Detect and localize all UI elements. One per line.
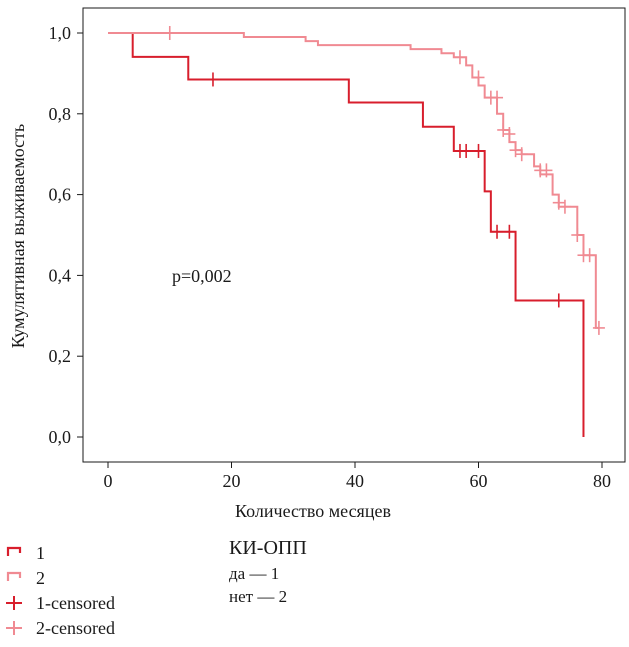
y-axis: 0,0 0,2 0,4 0,6 0,8 1,0 [49, 23, 83, 447]
series-2-censor-mark [571, 228, 584, 242]
series-1-censor-mark [472, 143, 485, 158]
series-1-censor-mark [491, 224, 504, 239]
series-2-censor-mark [552, 195, 565, 210]
series-1-line [108, 32, 585, 437]
series-2-censor-mark [163, 26, 176, 40]
legend-label: 1-censored [36, 593, 115, 613]
y-tick-label: 0,6 [49, 185, 72, 205]
legend-item-1-censored: 1-censored [6, 593, 115, 613]
group-key-item-2: нет — 2 [229, 587, 287, 606]
group-key-title: КИ-ОПП [229, 537, 307, 559]
y-axis-title: Кумулятивная выживаемость [8, 124, 28, 348]
series-2-censor-mark [540, 163, 553, 178]
series-2-censor-mark [491, 90, 504, 105]
group-key-item-1: да — 1 [229, 564, 279, 583]
series-2-censor-mark [497, 122, 510, 137]
series-1-censor-mark [460, 143, 473, 158]
x-tick-label: 40 [346, 471, 364, 491]
legend-swatch-step [6, 546, 22, 556]
series-2-censor-mark [472, 70, 485, 85]
legend-label: 2 [36, 568, 45, 588]
series-1-censor-mark [206, 72, 219, 87]
series-2-censor-mark [583, 248, 596, 263]
x-tick-label: 20 [223, 471, 241, 491]
series-layer [108, 26, 605, 437]
x-tick-label: 60 [470, 471, 488, 491]
series-2-censor-mark [592, 320, 605, 335]
legend: 1 2 1-censored 2-censored [6, 543, 115, 638]
y-tick-label: 1,0 [49, 23, 72, 43]
plot-frame [82, 7, 626, 463]
legend-swatch-step [6, 571, 22, 581]
x-axis: 0 20 40 60 80 [104, 462, 611, 491]
series-2-censor-mark [509, 143, 522, 158]
series-2-censor-mark [558, 199, 571, 214]
y-tick-label: 0,0 [49, 427, 72, 447]
legend-label: 2-censored [36, 618, 115, 638]
legend-item-2: 2 [6, 568, 45, 588]
x-axis-title: Количество месяцев [235, 501, 391, 521]
annotation-pvalue: p=0,002 [172, 266, 232, 286]
series-1-censor-mark [552, 293, 565, 308]
series-2-censor-mark [453, 50, 466, 65]
y-tick-label: 0,8 [49, 104, 72, 124]
series-1-censor-mark [503, 224, 516, 239]
series-2-censor-mark [515, 147, 528, 162]
x-tick-label: 80 [593, 471, 611, 491]
legend-item-1: 1 [6, 543, 45, 563]
legend-label: 1 [36, 543, 45, 563]
series-2-censor-mark [503, 127, 516, 141]
legend-item-2-censored: 2-censored [6, 618, 115, 638]
group-key: КИ-ОПП да — 1 нет — 2 [229, 537, 307, 606]
x-tick-label: 0 [104, 471, 113, 491]
y-tick-label: 0,4 [49, 265, 72, 285]
y-tick-label: 0,2 [49, 346, 72, 366]
